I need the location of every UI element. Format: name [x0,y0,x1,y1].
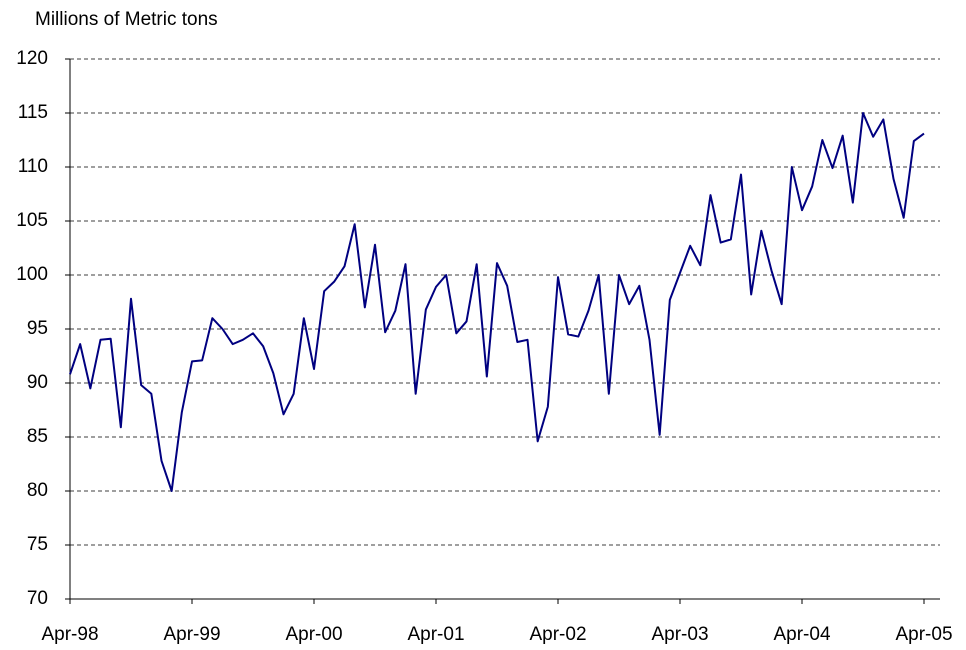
y-tick-label: 85 [27,426,48,447]
x-tick-label: Apr-03 [651,624,708,645]
y-tick-label: 95 [27,318,48,339]
x-tick-label: Apr-04 [773,624,830,645]
x-tick-label: Apr-05 [895,624,952,645]
x-tick-label: Apr-02 [529,624,586,645]
y-tick-label: 120 [16,48,48,69]
x-tick-label: Apr-01 [407,624,464,645]
y-tick-label: 100 [16,264,48,285]
y-tick-label: 80 [27,480,48,501]
y-tick-label: 105 [16,210,48,231]
x-tick-label: Apr-98 [41,624,98,645]
y-tick-label: 110 [18,156,48,177]
data-line [69,112,925,492]
y-tick-label: 115 [18,102,48,123]
y-tick-label: 70 [27,588,48,609]
x-tick-label: Apr-99 [163,624,220,645]
y-tick-label: 75 [27,534,48,555]
x-tick-label: Apr-00 [285,624,342,645]
y-tick-label: 90 [27,372,48,393]
y-axis-label: Millions of Metric tons [35,9,218,30]
